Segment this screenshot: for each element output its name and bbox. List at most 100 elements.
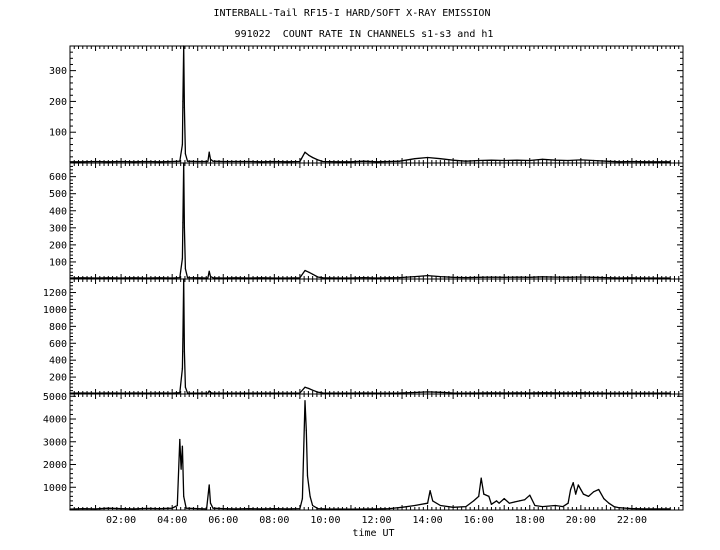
data-point (181, 257, 183, 260)
x-tick-label: 10:00 (310, 515, 340, 526)
data-point (308, 154, 310, 156)
data-point (312, 504, 314, 507)
data-point (312, 156, 314, 159)
data-point (593, 491, 595, 493)
data-point (183, 351, 185, 353)
data-point (182, 222, 184, 224)
data-point (107, 392, 109, 394)
data-point (235, 392, 237, 394)
data-point (82, 277, 84, 279)
data-point (427, 275, 429, 277)
data-point (208, 484, 210, 486)
y-tick-label: 4000 (43, 415, 67, 426)
data-point (608, 502, 610, 504)
data-point (158, 277, 160, 279)
y-tick-label: 400 (49, 206, 67, 217)
data-point (478, 392, 480, 394)
data-point (541, 392, 544, 394)
data-point (133, 161, 135, 163)
data-point (541, 276, 544, 278)
data-point (439, 391, 441, 393)
panel-frame (69, 393, 684, 511)
data-point (183, 107, 185, 109)
data-point (508, 502, 510, 504)
data-point (197, 277, 199, 279)
data-point (146, 160, 148, 163)
data-point (181, 368, 183, 370)
y-tick-label: 100 (49, 257, 67, 268)
data-point (480, 477, 482, 479)
x-tick-label: 20:00 (566, 515, 596, 526)
x-tick-label: 06:00 (208, 515, 238, 526)
y-tick-label: 1000 (43, 483, 67, 494)
y-tick-label: 2000 (43, 460, 67, 471)
data-point (567, 502, 569, 504)
data-point (554, 276, 556, 278)
data-point (186, 392, 189, 394)
data-point (631, 508, 633, 510)
data-point (598, 488, 600, 491)
data-point (158, 161, 160, 163)
data-point (541, 158, 544, 160)
data-point (478, 495, 480, 497)
data-point (541, 506, 544, 508)
data-point (94, 160, 97, 163)
data-point (186, 277, 189, 279)
data-point (107, 507, 109, 509)
data-point (197, 508, 199, 510)
data-point (554, 392, 556, 394)
data-point (171, 160, 173, 163)
data-point (312, 389, 314, 391)
data-point (273, 277, 275, 279)
data-point (299, 277, 301, 279)
data-point (209, 158, 212, 160)
data-point (605, 392, 608, 394)
chart-title: INTERBALL-Tail RF15-I HARD/SOFT X-RAY EM… (213, 8, 491, 19)
data-point (183, 495, 185, 497)
data-point (185, 507, 187, 509)
data-point (401, 506, 403, 508)
data-point (261, 277, 263, 279)
data-point (631, 277, 633, 279)
data-point (107, 277, 109, 279)
data-point (286, 508, 288, 510)
chart-subtitle: 991022 COUNT RATE IN CHANNELS s1-s3 and … (234, 29, 494, 40)
data-point (452, 159, 454, 161)
data-point (414, 391, 416, 394)
data-point (618, 507, 620, 509)
y-tick-label: 200 (49, 97, 67, 108)
data-point (495, 500, 498, 502)
data-point (212, 507, 214, 509)
x-axis-label: time UT (352, 528, 394, 539)
data-point (212, 160, 214, 162)
data-point (337, 161, 339, 163)
data-point (613, 506, 615, 508)
data-point (398, 160, 401, 162)
data-point (171, 507, 173, 509)
data-point (644, 277, 646, 279)
data-point (209, 502, 212, 504)
data-point (529, 159, 531, 162)
y-tick-label: 1200 (43, 288, 67, 299)
data-point (473, 500, 475, 502)
data-point (171, 277, 173, 279)
data-point (414, 158, 416, 160)
data-point (208, 151, 210, 153)
data-point (179, 392, 181, 394)
data-point (206, 508, 208, 510)
data-point (465, 160, 467, 162)
x-tick-label: 08:00 (259, 515, 289, 526)
data-point (554, 504, 556, 507)
data-point (261, 392, 263, 394)
data-point (304, 269, 306, 272)
data-point (414, 504, 416, 507)
data-point (490, 392, 492, 394)
data-point (82, 392, 84, 394)
data-point (529, 494, 531, 496)
data-point (248, 508, 250, 510)
data-point (176, 504, 178, 507)
data-point (580, 488, 582, 491)
data-point (133, 508, 135, 510)
data-point (184, 268, 186, 270)
